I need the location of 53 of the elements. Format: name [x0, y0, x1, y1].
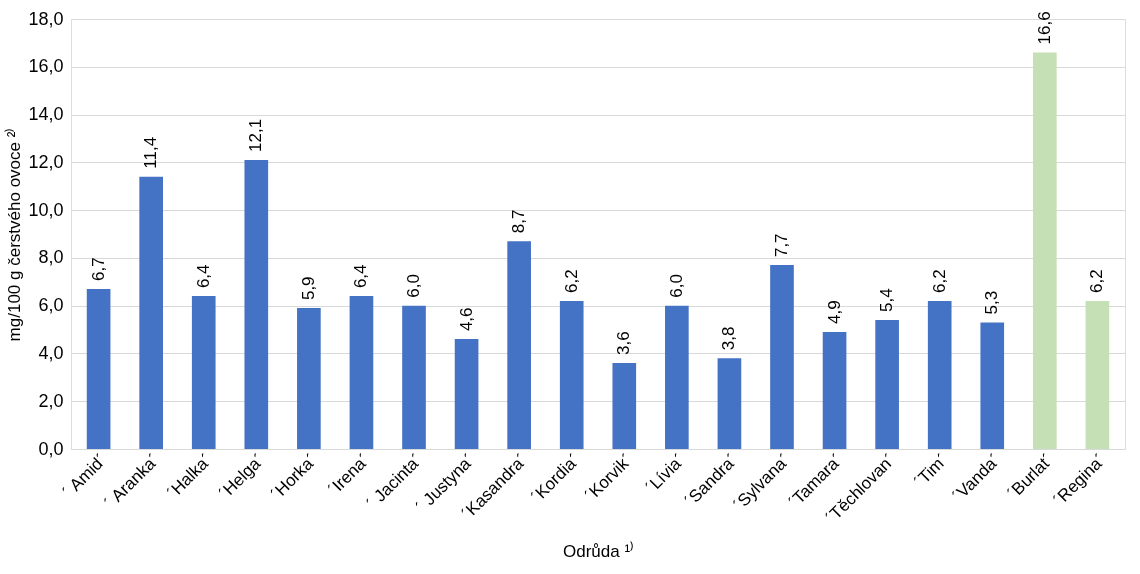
- data-label: 8,7: [509, 209, 529, 234]
- data-label: 6,2: [561, 269, 581, 293]
- data-label: 12,1: [246, 118, 266, 152]
- bar: [1085, 300, 1110, 449]
- bar: [244, 159, 269, 449]
- data-label: 6,7: [88, 257, 108, 281]
- data-label: 6,0: [666, 274, 686, 298]
- bar: [612, 363, 637, 449]
- data-label: 5,4: [877, 288, 897, 312]
- y-tick-label: 8,0: [38, 247, 64, 268]
- y-tick-label: 10,0: [28, 199, 64, 220]
- bar: [507, 241, 531, 449]
- data-label: 7,7: [771, 233, 791, 258]
- data-label: 16,6: [1034, 11, 1054, 45]
- x-axis-title: Odrůda ¹⁾: [562, 541, 635, 562]
- y-tick-label: 4,0: [38, 342, 64, 363]
- bar: [349, 296, 374, 449]
- data-label: 11,4: [141, 136, 161, 169]
- bar: [665, 305, 689, 449]
- data-label: 6,4: [193, 264, 213, 289]
- data-label: 6,2: [1087, 269, 1107, 293]
- bar: [1033, 52, 1057, 449]
- bar: [822, 331, 847, 449]
- bar: [454, 339, 479, 449]
- bar: [559, 300, 584, 449]
- data-label: 6,0: [404, 274, 424, 298]
- bar: [980, 322, 1005, 449]
- y-tick-label: 0,0: [38, 438, 64, 459]
- bar: [86, 288, 111, 449]
- bar: [139, 176, 163, 449]
- bar: [770, 265, 794, 449]
- bar: [297, 308, 321, 449]
- y-tick-label: 18,0: [28, 8, 64, 29]
- y-tick-label: 12,0: [28, 151, 64, 172]
- data-label: 4,9: [824, 300, 844, 324]
- y-tick-label: 2,0: [38, 390, 64, 411]
- y-axis-title: mg/100 g čerstvého ovoce ²⁾: [4, 127, 25, 342]
- data-label: 3,6: [614, 331, 634, 355]
- bar: [927, 300, 952, 449]
- data-label: 6,4: [351, 264, 371, 289]
- data-label: 6,2: [929, 269, 949, 293]
- data-label: 5,9: [298, 276, 318, 301]
- data-label: 5,3: [982, 290, 1002, 315]
- bar: [402, 305, 426, 449]
- data-label: 3,8: [719, 326, 739, 351]
- bar: [191, 296, 216, 449]
- x-tick-label: ´Tim´: [910, 450, 952, 492]
- y-tick-label: 14,0: [28, 104, 64, 125]
- bar: [717, 358, 742, 449]
- bar: [875, 320, 899, 449]
- y-tick-label: 6,0: [38, 295, 64, 316]
- y-tick-label: 16,0: [28, 56, 64, 77]
- data-label: 4,6: [456, 307, 476, 332]
